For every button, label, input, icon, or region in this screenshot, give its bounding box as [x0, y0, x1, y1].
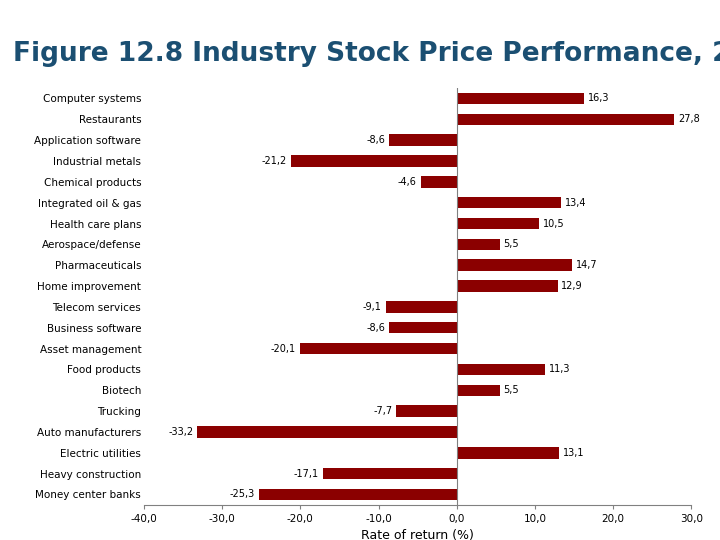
Bar: [456, 259, 572, 271]
Text: 5,5: 5,5: [503, 239, 519, 249]
Bar: [456, 363, 545, 375]
Bar: [390, 322, 456, 334]
Text: -4,6: -4,6: [398, 177, 417, 187]
Text: -33,2: -33,2: [168, 427, 193, 437]
Bar: [420, 176, 456, 187]
Bar: [456, 113, 674, 125]
Bar: [456, 280, 557, 292]
Text: 12-23: 12-23: [672, 520, 706, 530]
Bar: [456, 384, 500, 396]
Text: -8,6: -8,6: [366, 323, 385, 333]
Text: -20,1: -20,1: [271, 343, 296, 354]
Bar: [456, 197, 562, 208]
Bar: [456, 93, 584, 104]
Text: 27,8: 27,8: [678, 114, 700, 124]
Bar: [397, 406, 456, 417]
Bar: [456, 239, 500, 250]
Bar: [259, 489, 456, 500]
Bar: [323, 468, 456, 480]
Text: -17,1: -17,1: [294, 469, 319, 478]
Text: 5,5: 5,5: [503, 385, 519, 395]
X-axis label: Rate of return (%): Rate of return (%): [361, 530, 474, 540]
Text: -21,2: -21,2: [262, 156, 287, 166]
Text: 10,5: 10,5: [543, 219, 564, 228]
Text: 13,4: 13,4: [565, 198, 587, 208]
Text: -7,7: -7,7: [374, 406, 392, 416]
Bar: [390, 134, 456, 146]
Text: Figure 12.8 Industry Stock Price Performance, 2011: Figure 12.8 Industry Stock Price Perform…: [13, 41, 720, 67]
Bar: [385, 301, 456, 313]
Text: -9,1: -9,1: [363, 302, 382, 312]
Bar: [291, 155, 456, 167]
Text: -25,3: -25,3: [230, 489, 255, 500]
Text: 16,3: 16,3: [588, 93, 610, 104]
Bar: [197, 426, 456, 438]
Bar: [300, 343, 456, 354]
Text: 14,7: 14,7: [575, 260, 597, 270]
Text: -8,6: -8,6: [366, 135, 385, 145]
Text: 12,9: 12,9: [562, 281, 583, 291]
Bar: [456, 447, 559, 458]
Text: 13,1: 13,1: [563, 448, 585, 458]
Text: 11,3: 11,3: [549, 364, 570, 374]
Bar: [456, 218, 539, 230]
